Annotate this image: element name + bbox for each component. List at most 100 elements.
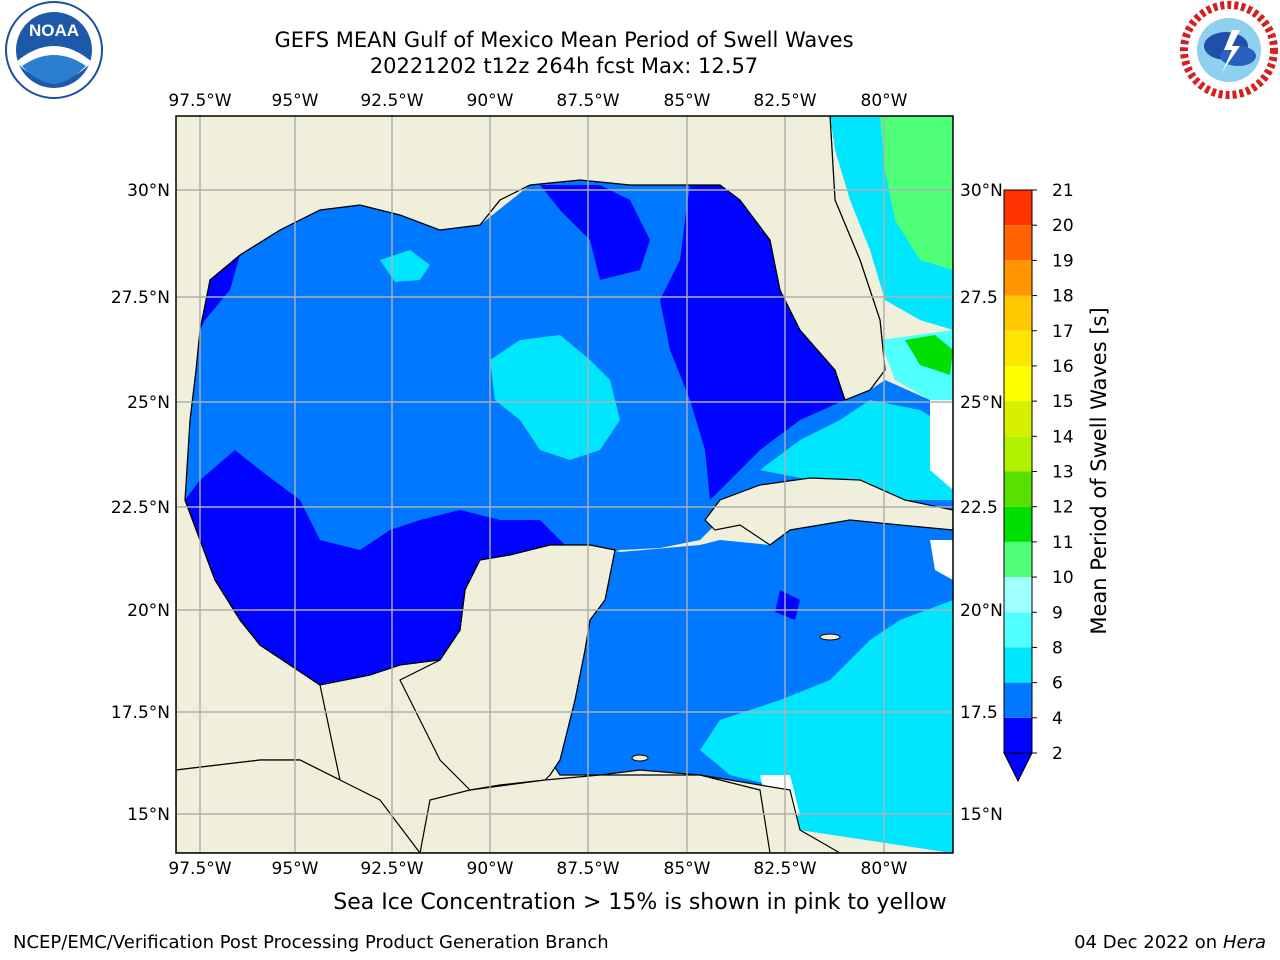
colorbar-tick-label: 6 [1052, 674, 1063, 694]
lon-label: 82.5°W [753, 91, 816, 111]
cuba-land [704, 477, 953, 546]
colorbar-tick-label: 14 [1052, 427, 1074, 447]
lat-label: 25°N [960, 393, 1003, 413]
colorbar-swatch [1004, 612, 1032, 648]
lon-label: 90°W [467, 859, 514, 879]
colorbar-swatch [1004, 225, 1032, 261]
noaa-logo: NOAA [5, 1, 103, 99]
lat-label: 30°N [960, 181, 1003, 201]
gulf-of-mexico-swell-period-map: 97.5°W 95°W 92.5°W 90°W 87.5°W 85°W 82.5°W 80°W… [111, 91, 1111, 879]
colorbar-tick-label: 19 [1052, 251, 1074, 271]
lat-label: 27.5 [960, 288, 998, 308]
colorbar-swatch [1004, 365, 1032, 402]
colorbar-tick-label: 17 [1052, 322, 1074, 342]
lat-label: 15°N [127, 805, 170, 825]
caribbean-dark [775, 590, 800, 620]
lat-label: 15°N [960, 805, 1003, 825]
lon-labels-bottom: 97.5°W 95°W 92.5°W 90°W 87.5°W 85°W 82.5°W 80°W [168, 859, 907, 879]
caribbean-cyan [700, 600, 953, 853]
date-text: 04 Dec 2022 on [1074, 932, 1218, 953]
lat-label: 30°N [127, 181, 170, 201]
chart-title: GEFS MEAN Gulf of Mexico Mean Period of … [274, 28, 854, 52]
colorbar-tick-label: 8 [1052, 638, 1063, 658]
lon-label: 87.5°W [556, 91, 619, 111]
lon-label: 85°W [664, 859, 711, 879]
colorbar-swatch [1004, 401, 1032, 437]
sea-ice-note: Sea Ice Concentration > 15% is shown in … [333, 890, 947, 915]
lat-label: 20°N [960, 601, 1003, 621]
colorbar-tick-label: 11 [1052, 533, 1074, 553]
lat-label: 27.5°N [111, 288, 170, 308]
colorbar-tick-label: 9 [1052, 603, 1063, 623]
colorbar-tick-label: 10 [1052, 568, 1074, 588]
nws-logo [1180, 1, 1278, 99]
colorbar-swatch [1004, 682, 1032, 718]
lon-label: 95°W [272, 91, 319, 111]
bahamas-green [905, 335, 953, 375]
us-mainland-fill [176, 116, 885, 500]
colorbar-swatch [1004, 577, 1032, 613]
yucatan-peninsula [399, 544, 616, 791]
lat-label: 22.5°N [111, 498, 170, 518]
plot-frame [175, 115, 954, 854]
lon-label: 90°W [467, 91, 514, 111]
colorbar-swatch [1004, 541, 1032, 578]
lon-label: 95°W [272, 859, 319, 879]
colorbar-swatch [1004, 647, 1032, 683]
colorbar-tick-label: 21 [1052, 181, 1074, 201]
colorbar-tick-label: 20 [1052, 216, 1074, 236]
colorbar: 2 4 6 8 9 10 11 12 13 14 15 16 17 18 19 20 21 [1003, 181, 1074, 783]
lon-label: 92.5°W [360, 859, 423, 879]
lat-label: 17.5 [960, 703, 998, 723]
lat-labels-right: 30°N 27.5 25°N 22.5 20°N 17.5 15°N [960, 181, 1003, 825]
lon-label: 92.5°W [360, 91, 423, 111]
colorbar-swatch [1004, 260, 1032, 296]
colorbar-tick-label: 2 [1052, 744, 1063, 764]
credit-line: NCEP/EMC/Verification Post Processing Pr… [13, 932, 609, 953]
lat-label: 20°N [127, 601, 170, 621]
missing-data-1 [930, 400, 953, 490]
lon-labels-top: 97.5°W 95°W 92.5°W 90°W 87.5°W 85°W 82.5°W 80°W [168, 91, 907, 111]
lat-label: 25°N [127, 393, 170, 413]
graticule [176, 116, 953, 853]
atlantic-green [880, 116, 953, 270]
host-name: Hera [1222, 932, 1266, 953]
lon-label: 85°W [664, 91, 711, 111]
lon-label: 80°W [861, 91, 908, 111]
colorbar-swatch [1004, 471, 1032, 507]
colorbar-tick-label: 16 [1052, 357, 1074, 377]
colorbar-swatch [1004, 717, 1032, 753]
colorbar-swatch [1004, 506, 1032, 542]
colorbar-tick-label: 15 [1052, 392, 1074, 412]
missing-data-2 [930, 540, 953, 580]
chart-subtitle: 20221202 t12z 264h fcst Max: 12.57 [369, 54, 759, 78]
west-gulf-dark [185, 450, 565, 685]
colorbar-tick-label: 18 [1052, 287, 1074, 307]
colorbar-tick-label: 12 [1052, 498, 1074, 518]
lon-label: 82.5°W [753, 859, 816, 879]
florida-straits-cyan [760, 400, 953, 500]
texas-coast-dark [200, 255, 240, 330]
lat-label: 22.5 [960, 498, 998, 518]
colorbar-swatch [1004, 330, 1032, 366]
cayman-island [631, 754, 649, 762]
lon-label: 97.5°W [168, 91, 231, 111]
colorbar-label: Mean Period of Swell Waves [s] [1087, 307, 1111, 634]
florida-coast [184, 116, 886, 686]
date-line: 04 Dec 2022 on Hera [1074, 932, 1266, 953]
central-america-land [176, 759, 421, 853]
jamaica-island [819, 633, 841, 641]
colorbar-swatch [1004, 190, 1032, 226]
colorbar-extend [1003, 752, 1033, 783]
lon-label: 87.5°W [556, 859, 619, 879]
lat-labels-left: 30°N 27.5°N 25°N 22.5°N 20°N 17.5°N 15°N [111, 181, 170, 825]
colorbar-swatch [1004, 436, 1032, 472]
east-gulf-dark [660, 185, 845, 500]
lat-label: 17.5°N [111, 703, 170, 723]
noaa-logo-text: NOAA [29, 21, 79, 40]
colorbar-tick-label: 4 [1052, 709, 1063, 729]
colorbar-tick-label: 13 [1052, 463, 1074, 483]
lon-label: 97.5°W [168, 859, 231, 879]
north-gulf-dark [540, 185, 650, 280]
lon-label: 80°W [861, 859, 908, 879]
